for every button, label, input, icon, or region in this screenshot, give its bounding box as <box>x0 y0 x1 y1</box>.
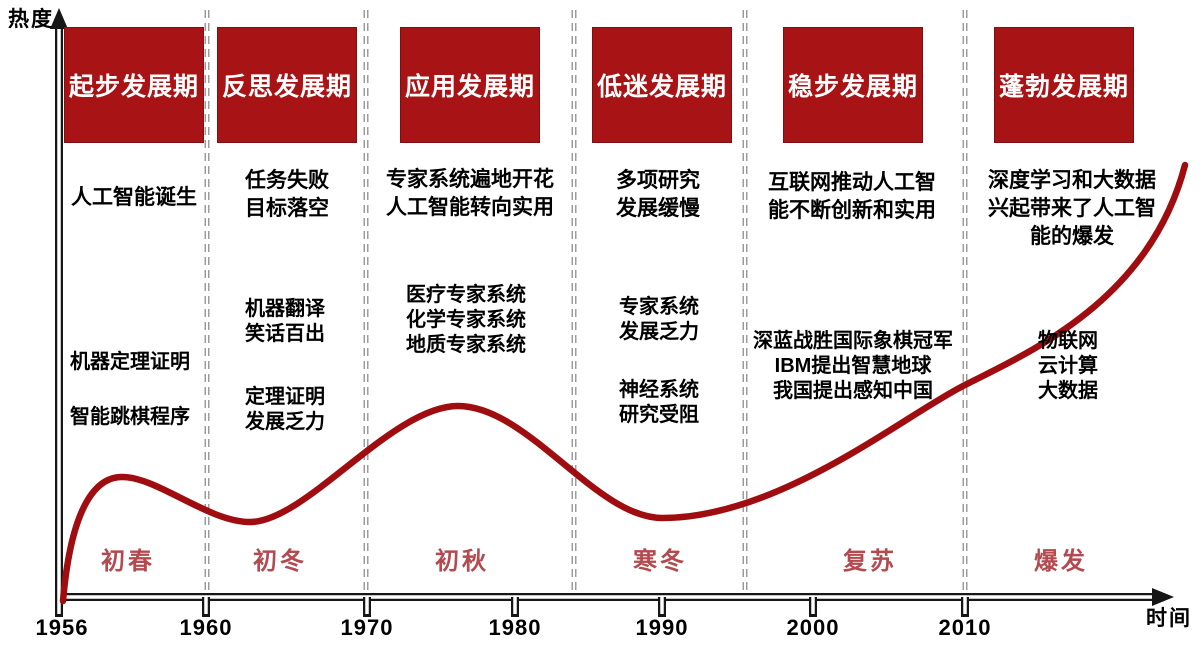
phase-2-mid-event-1: 机器翻译 笑话百出 <box>245 298 325 345</box>
season-label-5: 复苏 <box>843 548 897 575</box>
year-label-1980: 1980 <box>488 615 542 640</box>
phase-3-top-event: 专家系统遍地开花 人工智能转向实用 <box>386 168 554 219</box>
phase-4-mid-event-2: 神经系统 研究受阻 <box>619 379 699 426</box>
phase-6-top-event: 深度学习和大数据 兴起带来了人工智 能的爆发 <box>988 169 1156 248</box>
phase-1-top-event: 人工智能诞生 <box>71 186 197 209</box>
x-axis-ticks <box>202 597 969 617</box>
phase-box-6: 蓬勃发展期 <box>994 27 1134 143</box>
x-axis-arrow-icon <box>1152 588 1174 606</box>
y-axis-label: 热度 <box>8 8 54 31</box>
season-label-1: 初春 <box>101 548 155 575</box>
season-label-3: 初秋 <box>435 548 489 575</box>
phase-2-mid-event-2: 定理证明 发展乏力 <box>245 386 325 433</box>
phase-4-top-event: 多项研究 发展缓慢 <box>616 169 700 220</box>
year-label-2010: 2010 <box>938 615 992 640</box>
year-label-2000: 2000 <box>786 615 840 640</box>
x-axis-label: 时间 <box>1146 607 1192 630</box>
phase-5-top-event: 互联网推动人工智 能不断创新和实用 <box>768 171 936 222</box>
phase-box-3: 应用发展期 <box>400 27 540 143</box>
phase-box-2: 反思发展期 <box>217 27 357 143</box>
year-label-1970: 1970 <box>340 615 394 640</box>
heat-curve <box>59 161 1189 605</box>
phase-3-mid-event-1: 医疗专家系统 化学专家系统 地质专家系统 <box>406 284 526 356</box>
year-label-1990: 1990 <box>635 615 689 640</box>
phase-5-mid-event-1: 深蓝战胜国际象棋冠军 IBM提出智慧地球 我国提出感知中国 <box>753 330 953 402</box>
y-axis-arrow-icon <box>50 8 68 29</box>
phase-6-mid-event-1: 物联网 云计算 大数据 <box>1038 330 1098 402</box>
phase-box-4: 低迷发展期 <box>592 27 732 143</box>
season-label-4: 寒冬 <box>633 548 687 575</box>
phase-1-mid-event-1: 机器定理证明 <box>70 351 190 373</box>
phase-2-top-event: 任务失败 目标落空 <box>245 169 329 220</box>
year-label-1960: 1960 <box>179 615 233 640</box>
phase-divider-dashed-lines <box>204 10 968 595</box>
phase-4-mid-event-1: 专家系统 发展乏力 <box>619 296 699 343</box>
phase-box-5: 稳步发展期 <box>783 27 923 143</box>
y-axis <box>50 8 68 617</box>
year-label-1956: 1956 <box>35 615 89 640</box>
x-axis <box>59 588 1174 606</box>
season-label-2: 初冬 <box>253 548 307 575</box>
season-label-6: 爆发 <box>1034 548 1088 575</box>
phase-box-1: 起步发展期 <box>64 27 204 143</box>
phase-1-mid-event-2: 智能跳棋程序 <box>70 406 190 428</box>
